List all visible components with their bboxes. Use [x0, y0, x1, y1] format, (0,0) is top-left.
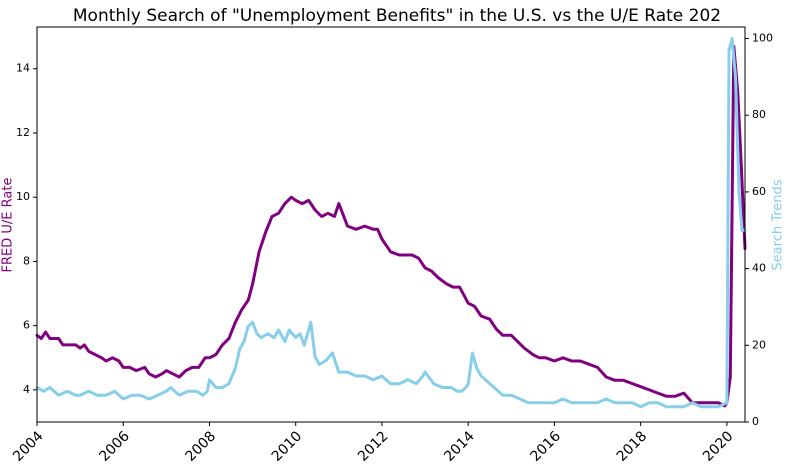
x-tick-label: 2020 [700, 428, 737, 465]
left-y-tick-label: 10 [16, 190, 30, 203]
chart-title: Monthly Search of "Unemployment Benefits… [72, 6, 722, 26]
right-y-tick-label: 80 [752, 108, 766, 121]
series-layer [35, 37, 747, 409]
left-y-tick-label: 14 [16, 62, 30, 75]
x-tick-label: 2012 [355, 428, 392, 465]
right-y-tick-label: 40 [752, 262, 766, 275]
left-y-tick-label: 12 [16, 126, 30, 139]
plot-frame [36, 26, 746, 423]
x-tick-label: 2014 [441, 428, 478, 465]
x-tick-label: 2006 [96, 428, 133, 465]
right-y-tick-label: 20 [752, 338, 766, 351]
right-y-tick-label: 60 [752, 185, 766, 198]
left-y-tick-label: 4 [23, 383, 30, 396]
left-y-tick-label: 8 [23, 254, 30, 267]
left-y-tick-label: 6 [23, 319, 30, 332]
right-y-tick-label: 100 [752, 32, 773, 45]
x-tick-label: 2016 [528, 428, 565, 465]
right-y-tick-label: 0 [752, 415, 759, 428]
search-trends-line [35, 37, 747, 409]
ue-rate-line [35, 44, 747, 408]
x-tick-label: 2010 [269, 428, 306, 465]
x-tick-label: 2018 [614, 428, 651, 465]
x-tick-label: 2008 [183, 428, 220, 465]
x-tick-label: 2004 [10, 428, 47, 465]
